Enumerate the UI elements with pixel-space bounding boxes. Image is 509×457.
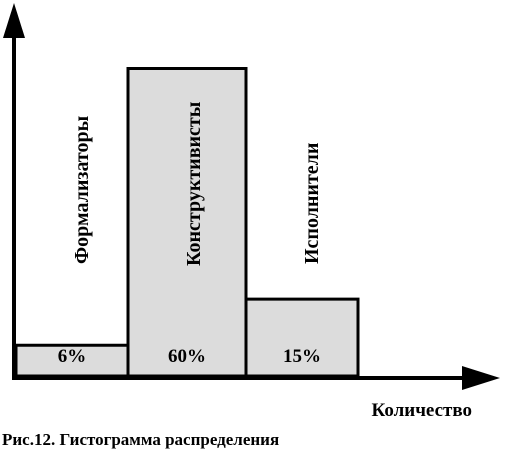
axes-group bbox=[3, 3, 500, 390]
bar-value-label: 60% bbox=[168, 346, 206, 367]
y-axis-arrowhead bbox=[3, 3, 25, 38]
bars-group bbox=[14, 67, 360, 378]
bar-2 bbox=[126, 67, 248, 378]
bar-value-label: 15% bbox=[283, 346, 321, 367]
category-label: Формализаторы bbox=[71, 115, 93, 264]
category-label: Исполнители bbox=[301, 143, 323, 264]
category-label: Конструктивисты bbox=[183, 101, 205, 266]
value-labels-group: 6% 60% 15% bbox=[58, 346, 321, 367]
category-labels-group: Формализаторы Конструктивисты Исполнители bbox=[71, 101, 323, 266]
bar-value-label: 6% bbox=[58, 346, 87, 367]
x-axis-label: Количество bbox=[372, 400, 472, 421]
x-axis-arrowhead bbox=[462, 366, 500, 390]
figure-caption: Рис.12. Гистограмма распределения bbox=[2, 430, 280, 449]
